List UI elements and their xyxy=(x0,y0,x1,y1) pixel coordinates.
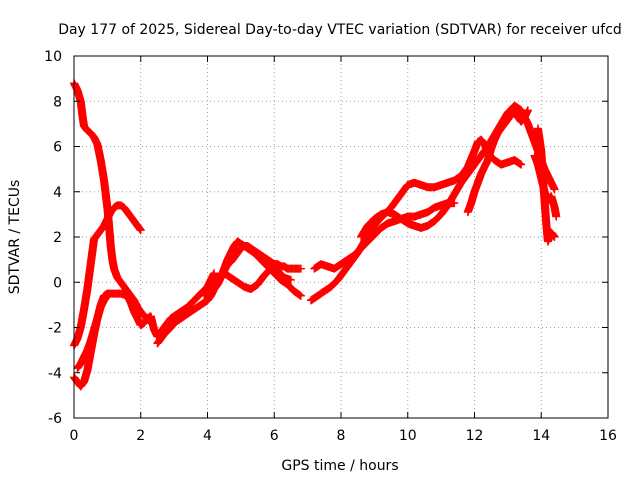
x-tick-label: 12 xyxy=(466,428,484,444)
x-axis-title: GPS time / hours xyxy=(281,458,398,474)
data-point xyxy=(517,160,526,169)
y-tick-label: -4 xyxy=(48,366,62,382)
y-tick-label: -6 xyxy=(48,411,62,427)
data-markers xyxy=(70,79,561,391)
series-track-h xyxy=(306,135,526,305)
data-point xyxy=(550,233,559,241)
x-tick-label: 14 xyxy=(532,428,550,444)
y-tick-label: 2 xyxy=(53,230,62,246)
data-point xyxy=(550,185,559,194)
y-tick-label: 10 xyxy=(44,49,62,65)
series-track-k xyxy=(463,106,532,217)
chart-title: Day 177 of 2025, Sidereal Day-to-day VTE… xyxy=(58,22,622,38)
data-point xyxy=(296,264,305,273)
series-track-i xyxy=(310,199,459,273)
series-track-d xyxy=(73,291,112,373)
data-point xyxy=(103,291,112,300)
data-point xyxy=(210,269,219,278)
series-track-b xyxy=(70,201,145,350)
y-axis-title: SDTVAR / TECUs xyxy=(7,180,23,295)
y-tick-label: -2 xyxy=(48,321,62,337)
y-tick-label: 8 xyxy=(53,94,62,110)
x-tick-label: 10 xyxy=(399,428,417,444)
axis-ticks: 0 2 4 6 8 10 12 14 16 -6 -4 -2 0 2 4 6 8 10 xyxy=(44,49,617,444)
y-tick-label: 6 xyxy=(53,140,62,156)
data-point xyxy=(523,106,532,115)
data-point xyxy=(552,212,561,221)
x-tick-label: 8 xyxy=(337,428,346,444)
y-tick-label: 0 xyxy=(53,275,62,291)
series-track-a xyxy=(70,79,155,327)
x-tick-label: 0 xyxy=(70,428,79,444)
series-track-e xyxy=(153,237,305,348)
x-tick-label: 6 xyxy=(270,428,279,444)
x-tick-label: 16 xyxy=(599,428,617,444)
series-track-g xyxy=(220,264,295,294)
x-tick-label: 4 xyxy=(203,428,212,444)
y-tick-label: 4 xyxy=(53,185,62,201)
data-point xyxy=(286,275,295,284)
data-point xyxy=(296,291,305,300)
series-track-m xyxy=(530,151,561,221)
data-point xyxy=(136,226,145,235)
x-tick-label: 2 xyxy=(136,428,145,444)
